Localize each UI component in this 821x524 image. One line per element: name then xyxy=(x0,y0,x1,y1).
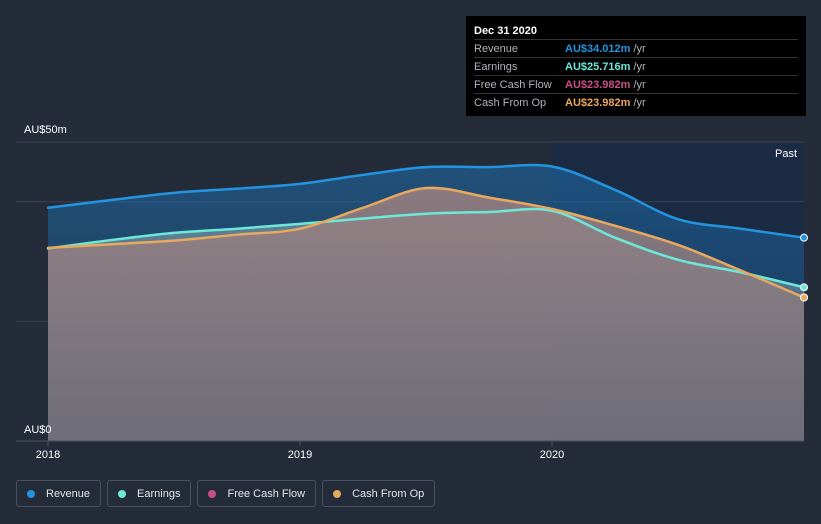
tooltip-row: Cash From Op AU$23.982m/yr xyxy=(474,93,798,111)
x-tick-label-0: 2018 xyxy=(36,449,60,461)
legend-item-free-cash-flow[interactable]: Free Cash Flow xyxy=(197,480,317,507)
cash-from-op-end-point xyxy=(800,293,808,302)
series-end-markers xyxy=(800,233,808,302)
tooltip-row-name: Earnings xyxy=(474,60,518,73)
tooltip-date: Dec 31 2020 xyxy=(474,25,537,37)
tooltip: Dec 31 2020 Revenue AU$34.012m/yr Earnings… xyxy=(466,16,806,116)
tooltip-row: Revenue AU$34.012m/yr xyxy=(474,39,798,57)
tooltip-row-value: AU$25.716m xyxy=(565,60,631,73)
x-axis-ticks: 2018 2019 2020 xyxy=(36,441,564,461)
tooltip-row-unit: /yr xyxy=(633,42,646,55)
earnings-end-point xyxy=(800,283,808,292)
x-tick-label-1: 2019 xyxy=(288,449,312,461)
tooltip-rows: Revenue AU$34.012m/yr Earnings AU$25.716m/y… xyxy=(474,39,798,111)
cash-from-op-line xyxy=(46,186,806,299)
legend-dot-icon xyxy=(333,489,342,498)
legend: Revenue Earnings Free Cash Flow Cash From O… xyxy=(16,480,436,507)
legend-item-cash-from-op[interactable]: Cash From Op xyxy=(322,480,436,507)
tooltip-row-value: AU$34.012m xyxy=(565,42,631,55)
tooltip-row-value: AU$23.982m xyxy=(565,96,631,109)
revenue-line xyxy=(46,163,806,239)
legend-label: Cash From Op xyxy=(352,487,425,500)
tooltip-row-unit: /yr xyxy=(633,60,646,73)
tooltip-row-name: Cash From Op xyxy=(474,96,547,109)
legend-label: Earnings xyxy=(137,487,181,500)
tooltip-row-value: AU$23.982m xyxy=(565,78,631,91)
tooltip-row: Earnings AU$25.716m/yr xyxy=(474,57,798,75)
tooltip-row-unit: /yr xyxy=(633,78,646,91)
earnings-line xyxy=(46,207,806,289)
tooltip-row-name: Free Cash Flow xyxy=(474,78,552,91)
tooltip-row-name: Revenue xyxy=(474,42,519,55)
legend-dot-icon xyxy=(27,489,35,498)
legend-item-revenue[interactable]: Revenue xyxy=(16,480,102,507)
tooltip-row: Free Cash Flow AU$23.982m/yr xyxy=(474,75,798,93)
x-tick-label-2: 2020 xyxy=(540,449,564,461)
legend-dot-icon xyxy=(118,489,127,498)
legend-label: Revenue xyxy=(46,487,91,500)
series-lines xyxy=(46,163,806,299)
y-axis-bottom-label: AU$0 xyxy=(24,424,52,436)
y-axis-top-label: AU$50m xyxy=(24,124,67,136)
tooltip-row-unit: /yr xyxy=(633,96,646,109)
cash-from-op-area xyxy=(48,187,804,441)
legend-label: Free Cash Flow xyxy=(227,487,306,500)
revenue-end-point xyxy=(800,233,808,242)
legend-dot-icon xyxy=(208,489,217,498)
past-label: Past xyxy=(775,148,797,160)
legend-item-earnings[interactable]: Earnings xyxy=(107,480,192,507)
